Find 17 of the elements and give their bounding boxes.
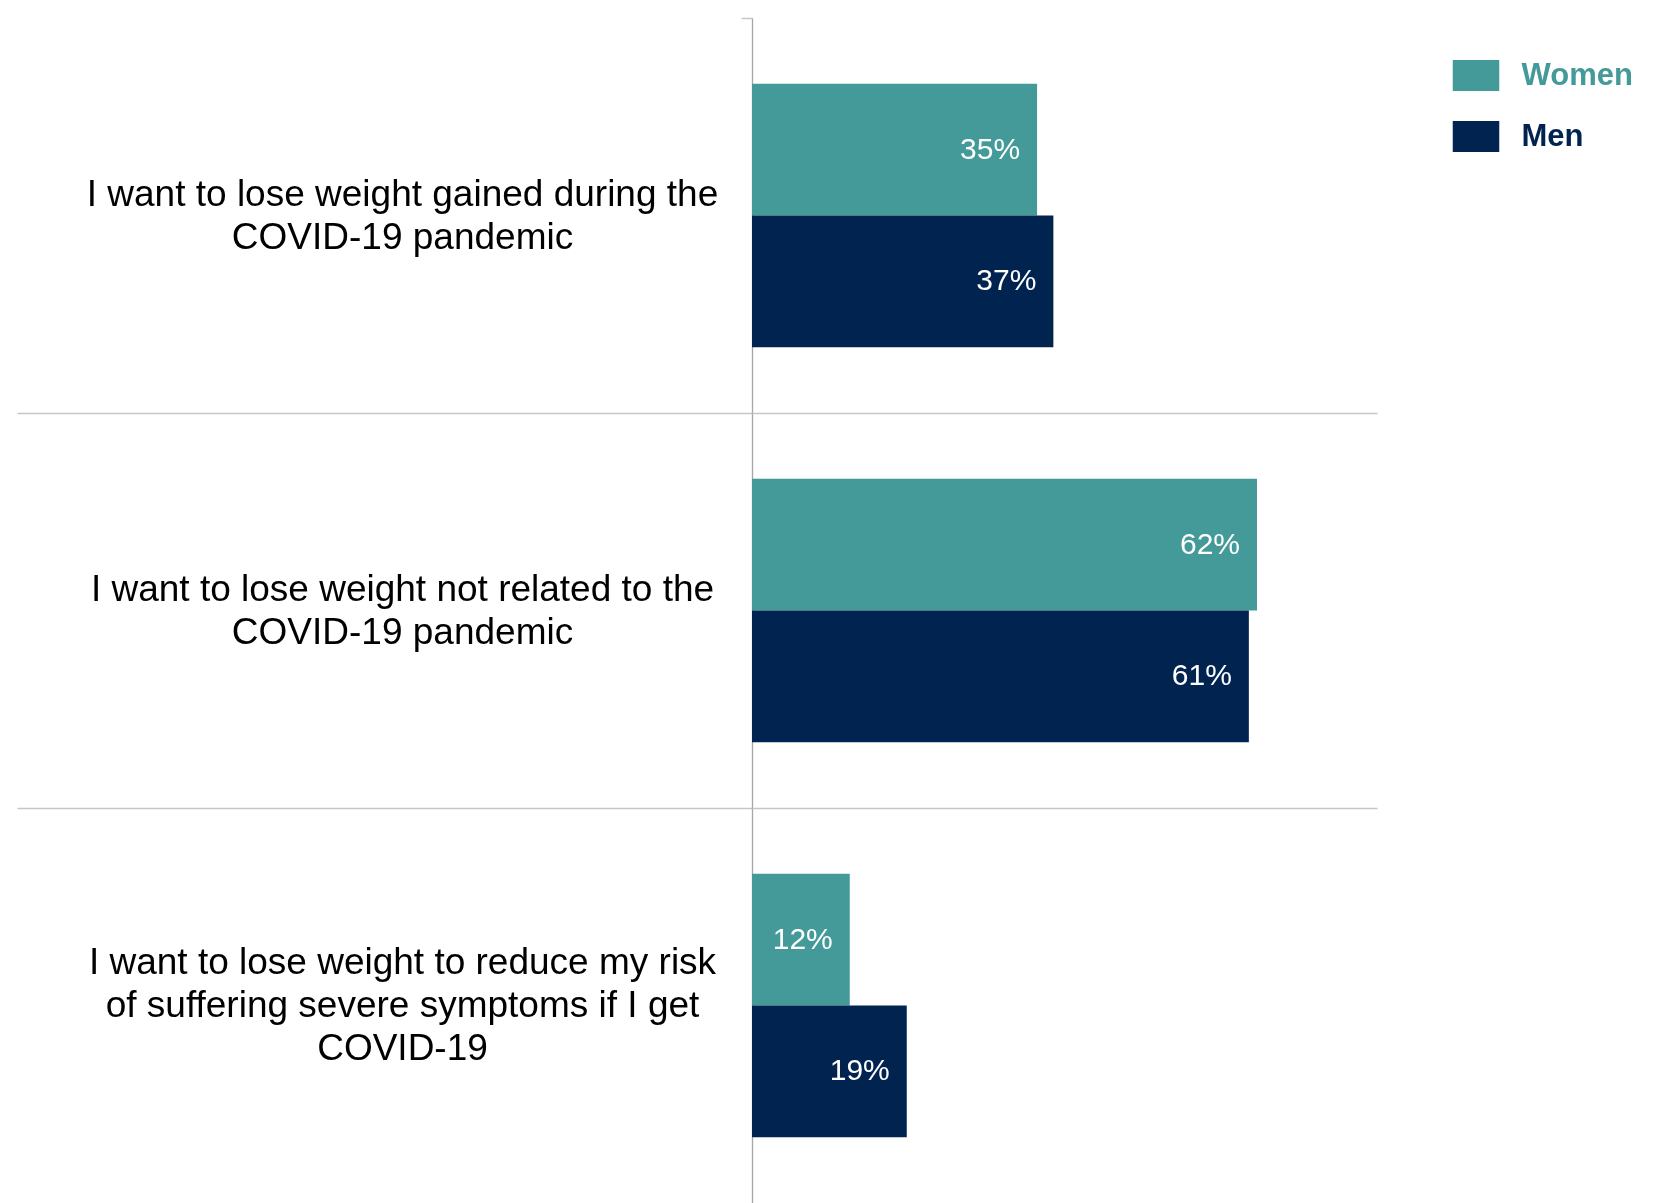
data-label: 61% bbox=[1171, 658, 1232, 692]
data-label: 62% bbox=[1179, 526, 1240, 560]
y-tick-label: I want to lose weight not related to the COVID-19 pandemic bbox=[90, 567, 715, 652]
bar bbox=[752, 215, 1054, 348]
bar bbox=[752, 1005, 907, 1138]
bar bbox=[752, 873, 850, 1006]
legend-label: Men bbox=[1521, 117, 1584, 153]
data-label: 35% bbox=[960, 131, 1021, 165]
bar bbox=[752, 478, 1257, 611]
bar bbox=[752, 83, 1038, 216]
y-tick-label: I want to lose weight to reduce my risk of suffering severe symptoms if I get COVID-19 bbox=[88, 941, 717, 1068]
data-label: 19% bbox=[829, 1053, 890, 1087]
data-label: 12% bbox=[772, 921, 833, 955]
data-label: 37% bbox=[976, 263, 1037, 297]
y-tick-label: I want to lose weight gained during the COVID-19 pandemic bbox=[86, 172, 719, 257]
legend-label: Women bbox=[1521, 56, 1633, 92]
bar bbox=[752, 610, 1249, 743]
